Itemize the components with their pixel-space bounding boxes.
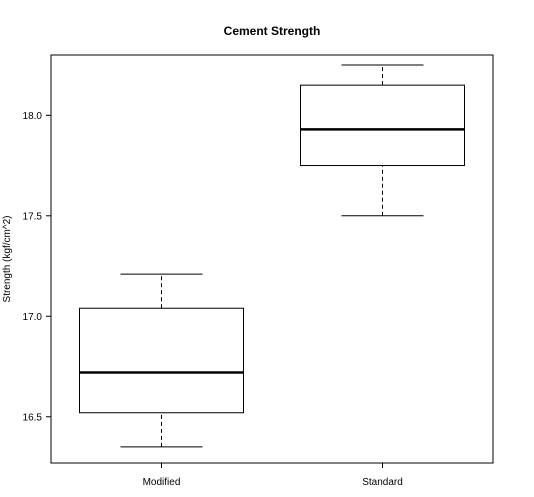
x-axis: Modified Standard	[143, 463, 403, 488]
y-tick-label: 16.5	[23, 412, 43, 423]
y-axis: 16.5 17.0 17.5 18.0	[23, 111, 51, 423]
boxes-group	[79, 64, 465, 448]
y-tick-label: 17.0	[23, 312, 43, 323]
box-modified	[79, 273, 244, 448]
x-tick-label: Modified	[143, 477, 181, 488]
y-tick-label: 18.0	[23, 111, 43, 122]
y-tick-label: 17.5	[23, 211, 43, 222]
chart-title: Cement Strength	[224, 24, 321, 38]
iqr-box	[300, 84, 465, 167]
iqr-box	[79, 307, 244, 414]
x-tick-label: Standard	[362, 477, 403, 488]
y-axis-label: Strength (kgf/cm^2)	[2, 216, 13, 303]
box-standard	[300, 64, 465, 217]
plot-frame	[50, 54, 494, 464]
